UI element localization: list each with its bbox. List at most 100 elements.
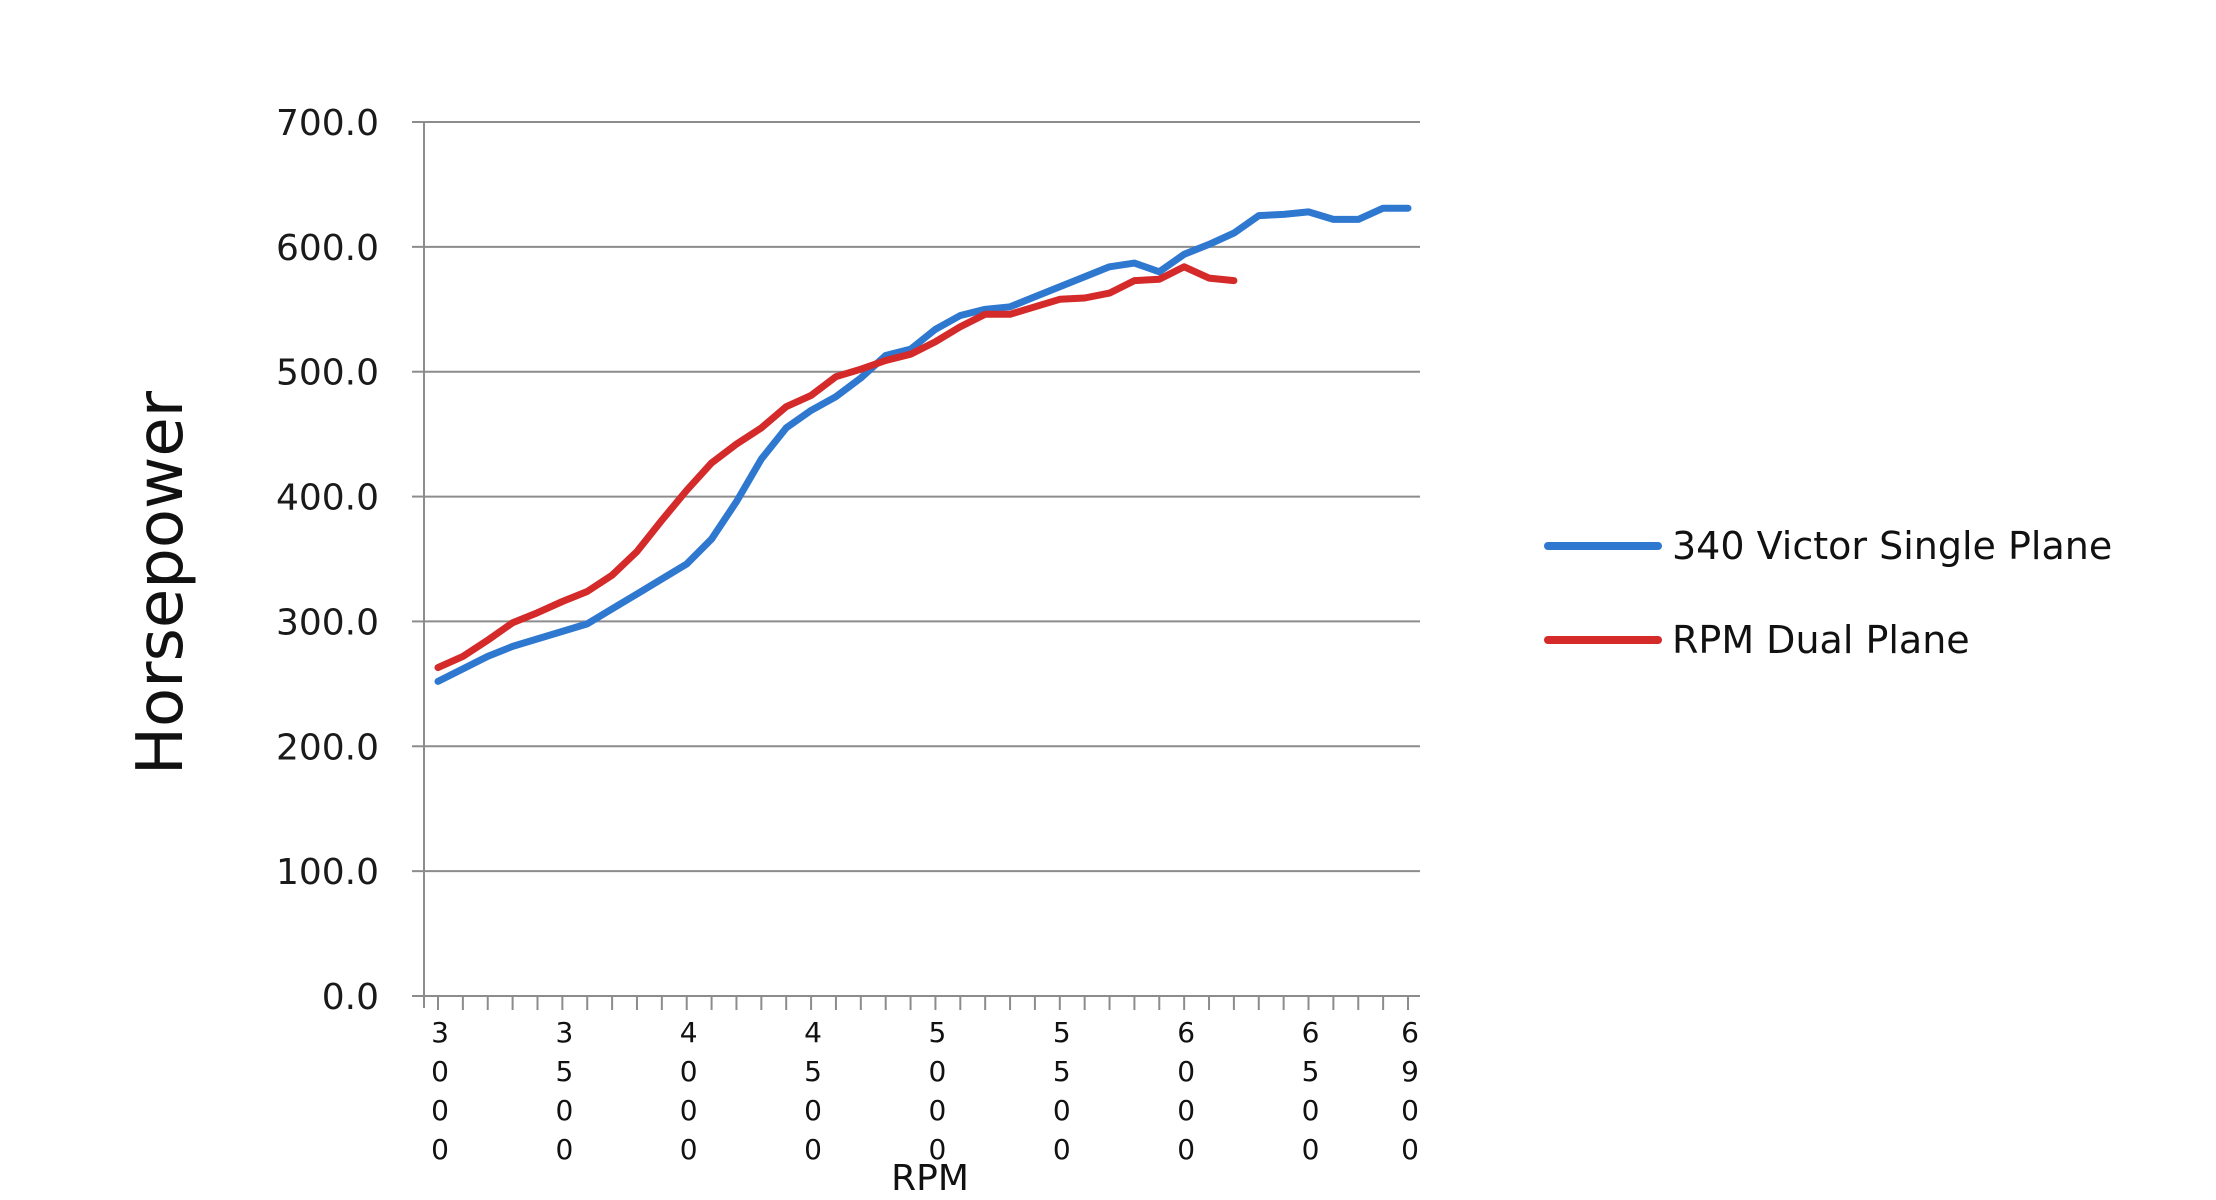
data-point [509,643,516,650]
data-point [932,338,939,345]
legend-label: 340 Victor Single Plane [1672,524,2112,568]
data-point [683,560,690,567]
series-lines [434,204,1412,685]
data-point [1355,216,1362,223]
axes [412,121,1420,1010]
data-point [783,424,790,431]
data-point [609,605,616,612]
y-tick-label: 0.0 [322,977,379,1018]
data-point [708,536,715,543]
data-point [1280,211,1287,218]
data-point [1230,230,1237,237]
legend: 340 Victor Single Plane RPM Dual Plane [1544,524,2112,662]
data-point [1156,268,1163,275]
data-point [982,306,989,313]
data-point [633,590,640,597]
data-point [882,357,889,364]
x-tick-labels: 3 0 0 0 3 5 0 0 4 0 0 0 4 5 0 0 5 0 0 0 5 5 0 0 6 0 0 0 6 5 0 0 6 9 0 0 [431,1016,1419,1166]
data-point [534,635,541,642]
data-point [435,664,441,671]
data-point [435,678,441,685]
y-tick-label: 600.0 [276,228,379,269]
data-point [633,548,640,555]
series-line-0 [434,204,1412,685]
data-point [1007,311,1014,318]
data-point [584,588,591,595]
data-point [733,498,740,505]
data-point [1181,263,1188,270]
data-point [1255,212,1262,219]
data-point [907,351,914,358]
data-point [1081,295,1088,302]
grid-lines [424,121,1420,873]
data-point [459,665,466,672]
data-point [1206,275,1213,282]
data-point [1405,205,1411,212]
data-point [1305,208,1312,215]
y-axis-label: Horsepower [124,390,198,775]
series-line-1 [434,263,1238,672]
data-point [1131,277,1138,284]
data-point [708,459,715,466]
data-point [534,609,541,616]
x-axis-label: RPM [891,1158,969,1199]
data-point [1007,303,1014,310]
data-point [1056,296,1063,303]
data-point [758,424,765,431]
y-tick-label: 500.0 [276,353,379,394]
data-point [1156,276,1163,283]
data-point [1330,216,1337,223]
data-point [1131,260,1138,267]
data-point [1230,277,1237,284]
data-point [584,620,591,627]
data-point [559,628,566,635]
data-point [484,637,491,644]
data-point [1380,205,1387,212]
data-point [957,312,964,319]
data-point [857,374,864,381]
y-tick-labels: 0.0 100.0 200.0 300.0 400.0 500.0 600.0 700.0 [276,103,379,1018]
data-point [1181,251,1188,258]
data-point [1031,293,1038,300]
data-point [982,311,989,318]
data-point [658,575,665,582]
data-point [484,653,491,660]
data-point [832,393,839,400]
y-tick-label: 400.0 [276,478,379,519]
y-tick-label: 200.0 [276,727,379,768]
data-point [808,392,815,399]
data-point [733,441,740,448]
y-tick-label: 300.0 [276,602,379,643]
data-point [1031,303,1038,310]
data-point [658,517,665,524]
data-point [1106,263,1113,270]
data-point [1081,273,1088,280]
data-point [509,619,516,626]
data-point [857,366,864,373]
data-point [957,323,964,330]
data-point [609,572,616,579]
data-point [1206,241,1213,248]
y-tick-label: 100.0 [276,852,379,893]
legend-label: RPM Dual Plane [1672,618,1970,662]
data-point [1106,290,1113,297]
data-point [683,487,690,494]
data-point [1056,283,1063,290]
data-point [758,456,765,463]
y-tick-label: 700.0 [276,103,379,144]
data-point [783,403,790,410]
data-point [832,373,839,380]
data-point [459,653,466,660]
data-point [808,407,815,414]
data-point [932,326,939,333]
